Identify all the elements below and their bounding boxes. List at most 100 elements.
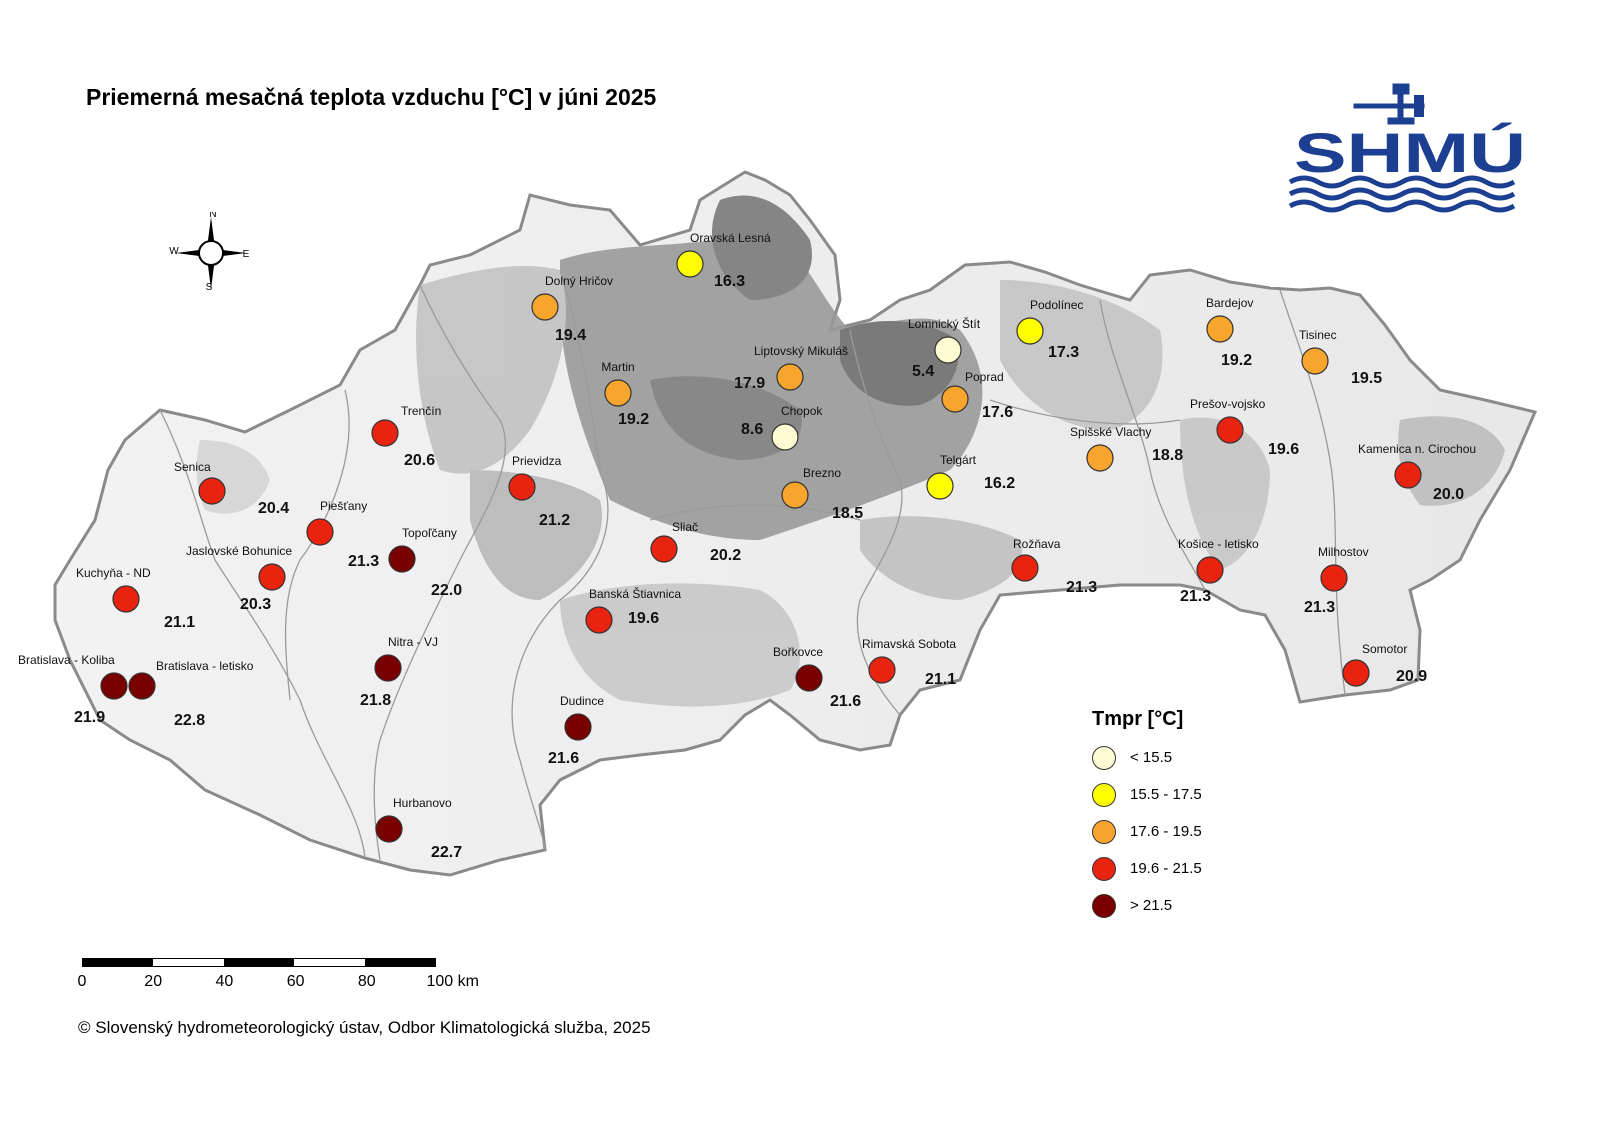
station-marker bbox=[650, 535, 678, 563]
station-24: Banská Štiavnica 19.6 bbox=[585, 586, 681, 634]
station-marker bbox=[868, 656, 896, 684]
station-value: 21.6 bbox=[830, 693, 861, 710]
station-marker bbox=[371, 419, 399, 447]
station-value: 20.9 bbox=[1396, 668, 1427, 685]
station-marker bbox=[934, 336, 962, 364]
station-19: Prievidza 21.2 bbox=[508, 454, 570, 529]
station-name: Kamenica n. Cirochou bbox=[1358, 442, 1476, 456]
station-marker bbox=[388, 545, 416, 573]
legend-swatch bbox=[1092, 745, 1116, 770]
station-name: Hurbanovo bbox=[393, 796, 452, 810]
station-32: Rimavská Sobota 21.1 bbox=[862, 637, 956, 688]
station-value: 8.6 bbox=[741, 421, 763, 438]
station-value: 19.6 bbox=[628, 610, 659, 627]
scale-seg-2 bbox=[153, 959, 224, 966]
legend-item-4: 19.6 - 21.5 bbox=[1092, 850, 1202, 887]
station-31: Bořkovce 21.6 bbox=[773, 645, 861, 710]
station-value: 19.2 bbox=[618, 411, 649, 428]
legend-item-5: > 21.5 bbox=[1092, 887, 1202, 924]
station-value: 21.6 bbox=[548, 750, 579, 767]
station-value: 21.2 bbox=[539, 512, 570, 529]
compass-e: E bbox=[243, 249, 250, 260]
station-marker bbox=[198, 477, 226, 505]
shmu-logo: SHMÚ bbox=[1288, 83, 1526, 213]
station-name: Topoľčany bbox=[402, 526, 457, 540]
station-value: 20.3 bbox=[240, 596, 271, 613]
station-name: Podolínec bbox=[1030, 298, 1083, 312]
station-value: 22.8 bbox=[174, 712, 205, 729]
compass-s: S bbox=[206, 282, 213, 293]
station-name: Spišské Vlachy bbox=[1070, 425, 1151, 439]
scale-tick-label: 80 bbox=[357, 973, 376, 990]
station-name: Bratislava - letisko bbox=[156, 659, 254, 673]
station-26: Košice - letisko 21.3 bbox=[1178, 537, 1259, 605]
legend-item-3: 17.6 - 19.5 bbox=[1092, 813, 1202, 850]
station-name: Sliač bbox=[672, 520, 698, 534]
station-marker bbox=[258, 563, 286, 591]
station-marker bbox=[776, 363, 804, 391]
station-value: 22.0 bbox=[431, 582, 462, 599]
scale-bar: 0 20 40 60 80 100 km bbox=[78, 958, 479, 995]
station-marker bbox=[1301, 347, 1329, 375]
station-value: 18.5 bbox=[832, 505, 863, 522]
station-name: Jaslovské Bohunice bbox=[186, 544, 292, 558]
station-marker bbox=[100, 672, 128, 700]
station-value: 16.3 bbox=[714, 273, 745, 290]
station-2: Dolný Hričov 19.4 bbox=[531, 274, 613, 344]
station-10: Tisinec 19.5 bbox=[1299, 328, 1382, 387]
scale-seg-4 bbox=[294, 959, 365, 966]
station-name: Poprad bbox=[965, 370, 1004, 384]
station-value: 21.9 bbox=[74, 709, 105, 726]
station-4: Liptovský Mikuláš 17.9 bbox=[734, 344, 848, 392]
station-name: Milhostov bbox=[1318, 545, 1369, 559]
legend-swatch bbox=[1092, 893, 1116, 918]
station-value: 20.6 bbox=[404, 452, 435, 469]
station-28: Nitra - VJ 21.8 bbox=[360, 635, 438, 709]
station-name: Dudince bbox=[560, 694, 604, 708]
station-name: Brezno bbox=[803, 466, 841, 480]
station-name: Bratislava - Koliba bbox=[18, 653, 115, 667]
station-name: Tisinec bbox=[1299, 328, 1337, 342]
legend-swatch bbox=[1092, 782, 1116, 807]
station-name: Nitra - VJ bbox=[388, 635, 438, 649]
station-value: 22.7 bbox=[431, 844, 462, 861]
scale-seg-5 bbox=[364, 959, 435, 966]
station-23: Sliač 20.2 bbox=[650, 520, 741, 564]
station-29: Bratislava - Koliba 21.9 bbox=[18, 653, 128, 726]
station-marker bbox=[112, 585, 140, 613]
station-20: Topoľčany 22.0 bbox=[388, 526, 462, 599]
station-marker bbox=[771, 423, 799, 451]
legend-rows: < 15.5 15.5 - 17.5 17.6 - 19.5 19.6 - 21.5 >… bbox=[1092, 739, 1202, 924]
legend-label: > 21.5 bbox=[1130, 897, 1173, 914]
station-15: Kamenica n. Cirochou 20.0 bbox=[1358, 442, 1476, 503]
stations-layer: Oravská Lesná 16.3 Dolný Hričov 19.4 Martin 1… bbox=[18, 231, 1476, 861]
station-name: Senica bbox=[174, 460, 211, 474]
compass-n: N bbox=[209, 212, 216, 220]
station-11: Prešov-vojsko 19.6 bbox=[1190, 397, 1299, 458]
station-value: 19.6 bbox=[1268, 441, 1299, 458]
station-marker bbox=[1011, 554, 1039, 582]
scale-tick-label: 40 bbox=[215, 973, 234, 990]
station-value: 21.3 bbox=[1180, 588, 1211, 605]
station-name: Rožňava bbox=[1013, 537, 1061, 551]
station-18: Piešťany 21.3 bbox=[306, 499, 379, 570]
station-marker bbox=[604, 379, 632, 407]
scale-tick-label: 20 bbox=[144, 973, 163, 990]
station-3: Martin 19.2 bbox=[601, 360, 649, 428]
station-34: Dudince 21.6 bbox=[548, 694, 604, 767]
station-value: 20.4 bbox=[258, 500, 289, 517]
legend-swatch bbox=[1092, 856, 1116, 881]
station-22: Kuchyňa - ND 21.1 bbox=[76, 566, 195, 631]
station-marker bbox=[128, 672, 156, 700]
station-value: 21.8 bbox=[360, 692, 391, 709]
station-marker bbox=[1206, 315, 1234, 343]
station-value: 19.4 bbox=[555, 327, 586, 344]
station-value: 21.1 bbox=[925, 671, 956, 688]
station-value: 17.9 bbox=[734, 375, 765, 392]
station-name: Banská Štiavnica bbox=[589, 586, 681, 601]
station-marker bbox=[1086, 444, 1114, 472]
station-30: Bratislava - letisko 22.8 bbox=[128, 659, 254, 729]
legend-item-2: 15.5 - 17.5 bbox=[1092, 776, 1202, 813]
scale-tick-label: 100 km bbox=[426, 973, 479, 990]
